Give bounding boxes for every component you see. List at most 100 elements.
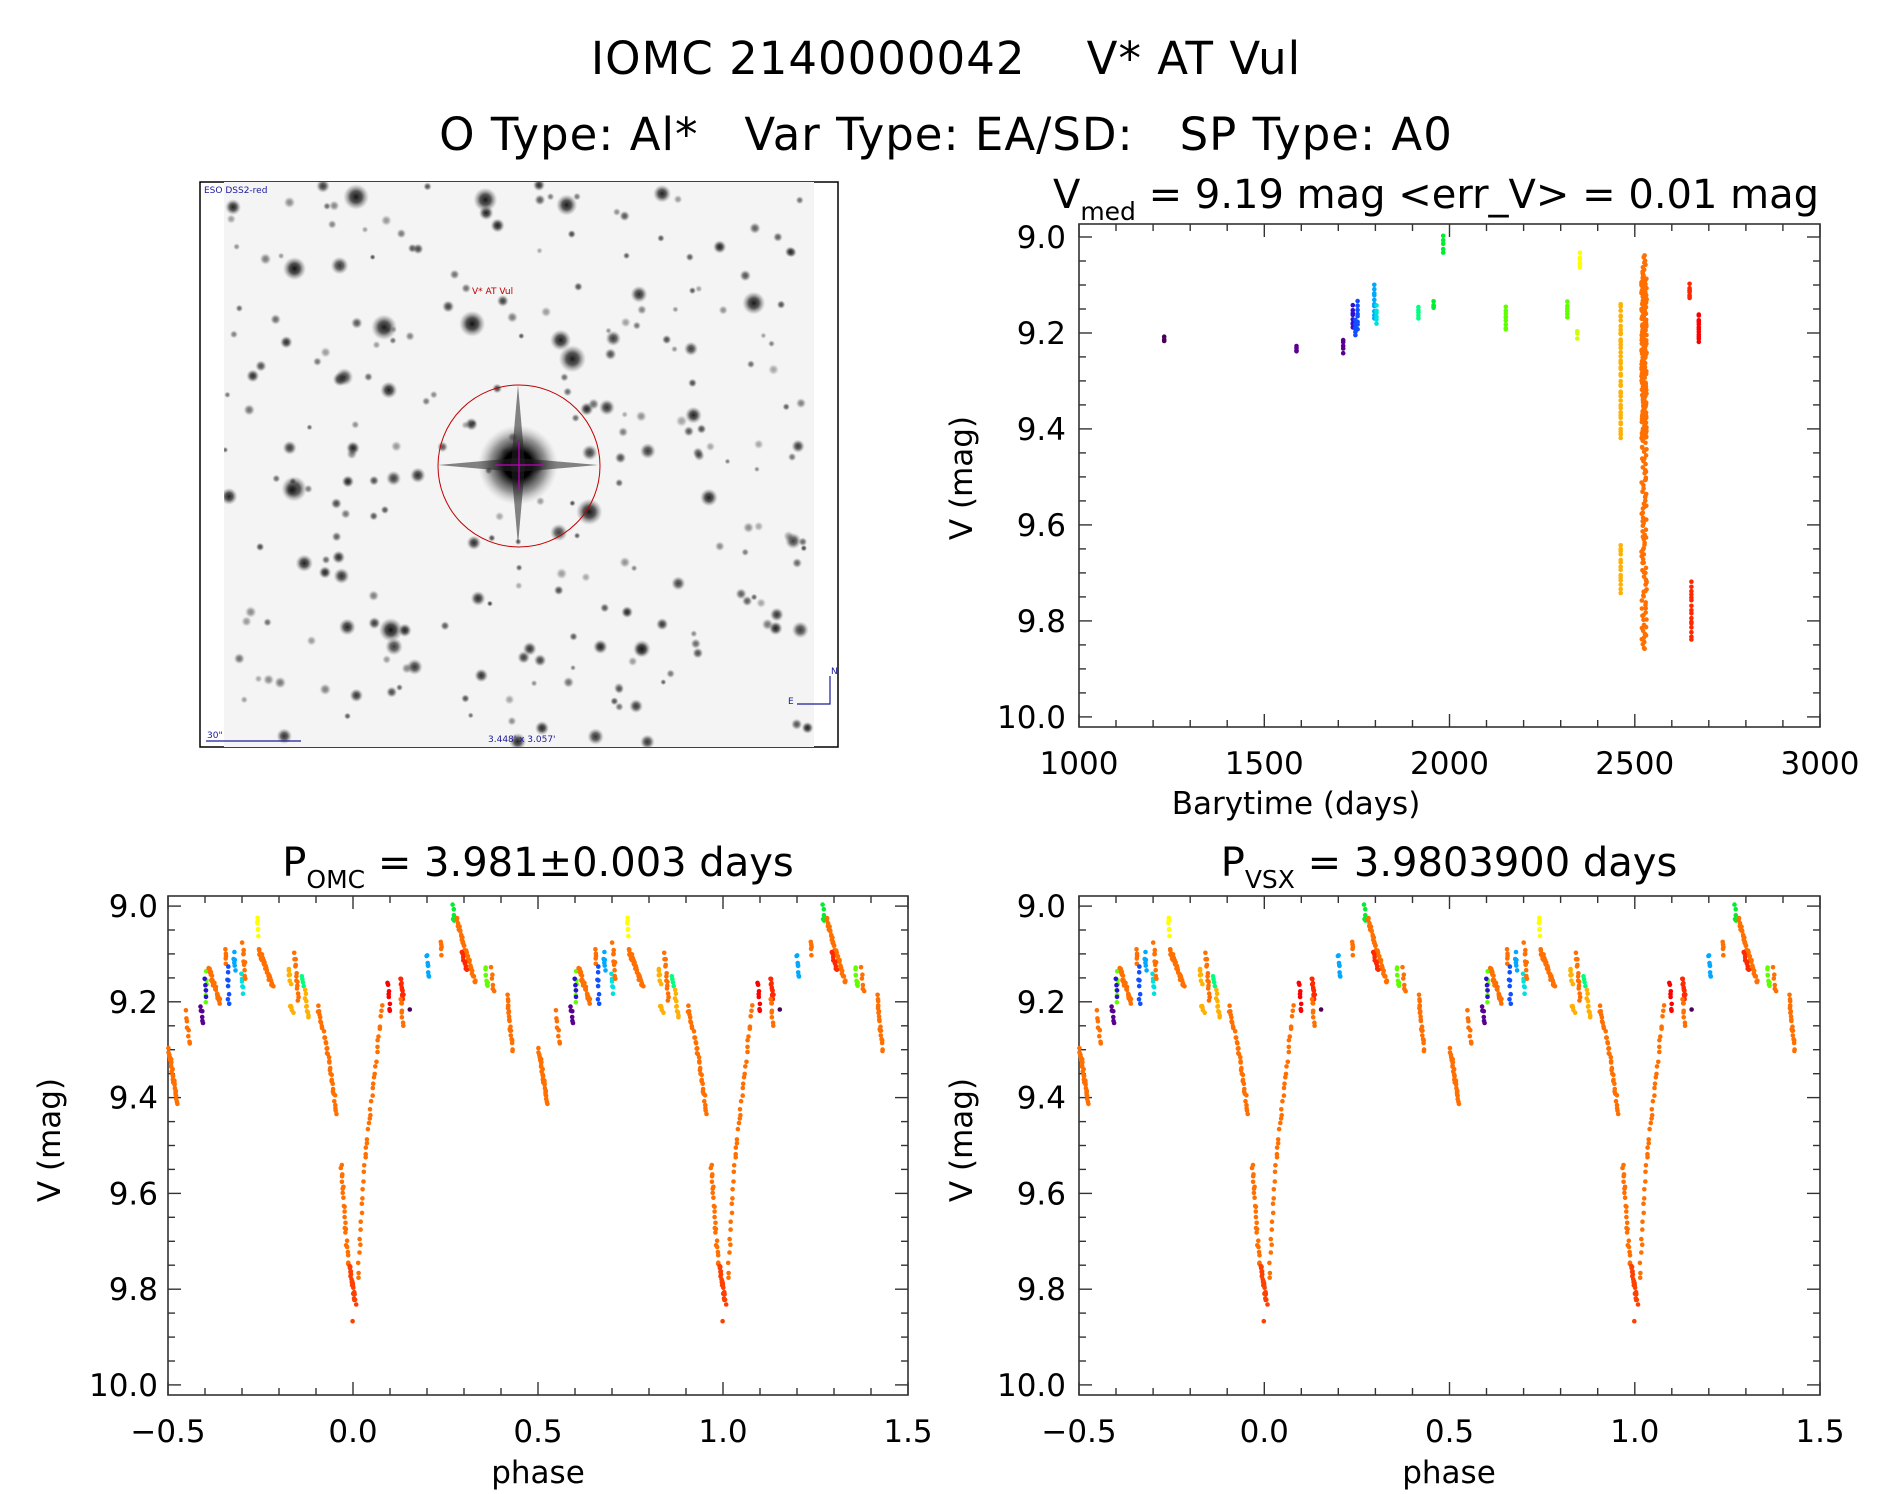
data-point (1514, 968, 1520, 973)
data-point (665, 991, 671, 996)
data-point (1114, 969, 1120, 974)
data-point (232, 963, 237, 968)
star (604, 348, 617, 361)
data-point (1599, 1015, 1605, 1020)
data-point (611, 951, 616, 957)
data-point (595, 970, 601, 975)
data-point (1479, 1004, 1485, 1009)
data-point (1350, 302, 1356, 308)
data-point (1641, 482, 1646, 488)
data-point (170, 1066, 175, 1072)
data-point (1614, 1093, 1620, 1098)
data-point (242, 967, 247, 973)
data-point (1624, 1204, 1629, 1210)
data-point (508, 1028, 514, 1033)
data-point (1639, 316, 1644, 322)
data-point (1746, 967, 1752, 972)
star (306, 424, 313, 431)
data-point (1297, 994, 1303, 1000)
data-point (378, 1014, 384, 1019)
data-point (855, 983, 860, 989)
data-point (1648, 1120, 1654, 1126)
data-point (240, 984, 246, 990)
star (473, 187, 498, 212)
data-point (1378, 959, 1384, 965)
star (330, 497, 342, 510)
data-point (1618, 378, 1623, 384)
star (735, 588, 747, 600)
data-point (611, 962, 617, 968)
data-point (226, 1001, 232, 1007)
data-point (1143, 949, 1148, 955)
data-point (664, 986, 670, 991)
data-point (1622, 1186, 1627, 1191)
star (263, 674, 275, 686)
data-point (1499, 996, 1504, 1002)
data-point (1640, 556, 1646, 562)
data-point (1643, 440, 1648, 446)
star (303, 484, 313, 494)
data-point (1403, 988, 1408, 994)
star (569, 500, 576, 507)
data-point (1632, 1285, 1638, 1290)
data-point (1618, 360, 1623, 366)
star (461, 283, 471, 294)
y-tick-label: 9.0 (1017, 889, 1066, 925)
data-point (1298, 1001, 1304, 1007)
data-point (771, 1023, 776, 1028)
data-point (714, 1238, 720, 1243)
data-point (225, 997, 231, 1002)
star (776, 300, 786, 309)
data-point (1536, 920, 1542, 926)
data-point (1114, 1000, 1120, 1005)
data-point (596, 964, 601, 969)
data-point (1644, 517, 1649, 522)
data-point (709, 1179, 715, 1185)
data-point (1618, 304, 1623, 309)
data-point (1137, 991, 1143, 997)
data-point (1652, 1093, 1657, 1098)
data-point (1235, 1040, 1240, 1046)
data-point (1275, 1137, 1281, 1142)
data-point (1643, 570, 1648, 576)
data-point (407, 1007, 413, 1012)
data-point (1485, 1000, 1490, 1005)
star (571, 413, 580, 423)
data-point (1689, 579, 1694, 584)
data-point (490, 982, 496, 988)
star (488, 534, 496, 542)
data-point (1114, 994, 1120, 1000)
data-point (570, 1020, 576, 1026)
data-point (743, 1064, 748, 1069)
data-point (1643, 1163, 1649, 1168)
data-point (1137, 978, 1142, 983)
star (671, 576, 686, 591)
data-point (1167, 933, 1172, 939)
data-point (1310, 1010, 1316, 1015)
data-point (373, 1064, 378, 1069)
data-point (1598, 1009, 1604, 1014)
data-point (1271, 1196, 1276, 1201)
axes-ticks (1078, 224, 1821, 727)
data-point (796, 973, 801, 978)
data-point (351, 1285, 356, 1290)
data-point (175, 1101, 180, 1107)
data-point (173, 1093, 179, 1098)
data-point (876, 1010, 881, 1016)
data-point (1294, 349, 1299, 354)
x-axis-label: phase (491, 1455, 585, 1491)
data-point (1451, 1066, 1457, 1072)
star (514, 581, 523, 590)
data-point (306, 1015, 311, 1020)
data-point (203, 988, 209, 993)
data-point (1681, 1015, 1686, 1020)
star (573, 282, 583, 292)
data-point (1640, 641, 1646, 647)
data-point (1484, 976, 1489, 982)
data-point (712, 1214, 717, 1220)
star (605, 330, 622, 347)
data-point (370, 1081, 376, 1086)
data-point (1597, 1003, 1603, 1008)
data-point (1505, 956, 1510, 961)
data-point (1521, 979, 1526, 984)
